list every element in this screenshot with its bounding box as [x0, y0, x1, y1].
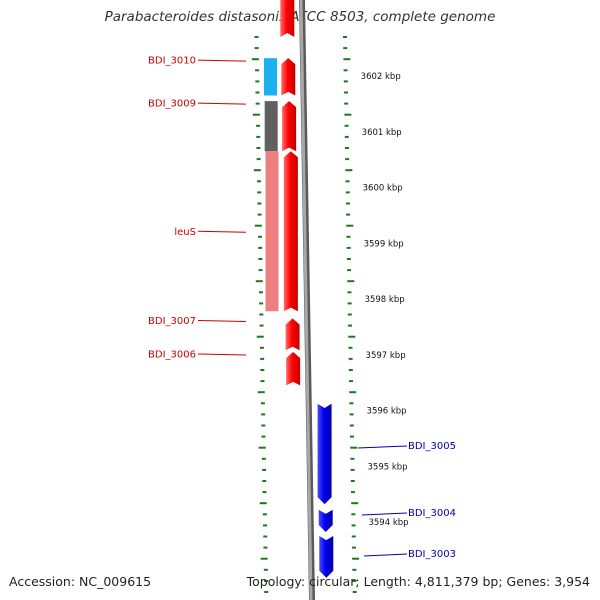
gene-arrow-forward	[283, 151, 298, 312]
gene-label-leader	[197, 320, 247, 323]
product-layer	[263, 58, 279, 312]
gene-label: BDI_3005	[408, 441, 456, 452]
gene-arrow-reverse	[317, 403, 332, 505]
gene-label: BDI_3003	[408, 549, 456, 560]
gene-product-bar	[265, 151, 279, 312]
gene-arrow-reverse	[319, 535, 334, 578]
gene-label-leader	[197, 59, 247, 62]
gene-label-leader	[361, 512, 408, 516]
tick-layer	[251, 36, 360, 593]
gene-product-bar	[264, 101, 278, 152]
scale-label: 3596 kbp	[367, 407, 407, 417]
gene-arrow-forward	[282, 101, 297, 152]
scale-label: 3601 kbp	[362, 128, 402, 138]
gene-label: BDI_3006	[148, 349, 196, 360]
gene-arrow-reverse	[318, 509, 333, 533]
gene-label: leuS	[174, 227, 196, 238]
scale-label: 3602 kbp	[361, 72, 401, 82]
scale-label: 3599 kbp	[364, 239, 404, 249]
scale-label: 3595 kbp	[368, 462, 408, 472]
gene-label: BDI_3010	[148, 56, 196, 67]
gene-label: BDI_3004	[408, 508, 456, 519]
gene-arrow-forward	[286, 351, 301, 386]
gene-label: BDI_3009	[148, 99, 196, 110]
topology-text: Topology: circular; Length: 4,811,379 bp…	[246, 574, 590, 589]
scale-label: 3597 kbp	[366, 351, 406, 361]
gene-label-leader	[197, 102, 247, 105]
label-layer: 3602 kbp 3601 kbp 3600 kbp 3599 kbp 3598 kbp…	[148, 56, 456, 560]
gene-label-leader	[363, 553, 408, 557]
gene-arrow-fragment	[280, 0, 295, 37]
gene-product-bar	[263, 58, 277, 96]
gene-arrow-forward	[281, 58, 296, 96]
gene-layer	[280, 0, 334, 578]
scale-label: 3600 kbp	[363, 184, 403, 194]
accession-text: Accession: NC_009615	[9, 574, 152, 589]
gene-label: BDI_3007	[148, 316, 196, 327]
backbone-line-inner	[299, 0, 313, 600]
scale-label: 3598 kbp	[365, 295, 405, 305]
gene-label-leader	[197, 230, 247, 233]
gene-label-leader	[197, 353, 247, 356]
gene-label-leader	[357, 445, 408, 449]
gene-arrow-forward	[285, 318, 300, 351]
scale-label: 3594 kbp	[368, 518, 408, 528]
backbone-layer	[299, 0, 316, 600]
